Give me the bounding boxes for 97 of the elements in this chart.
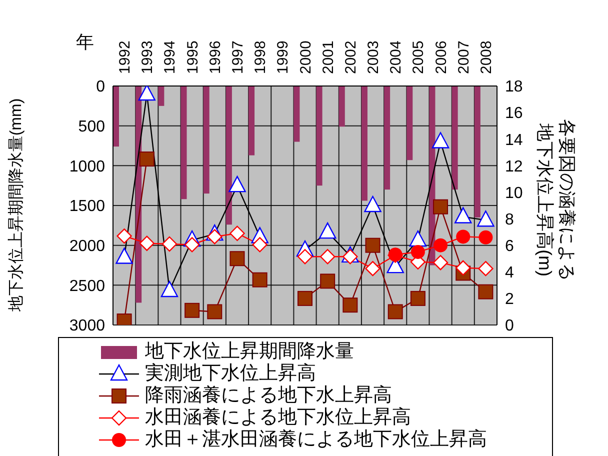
point bbox=[456, 260, 471, 276]
point bbox=[433, 199, 448, 214]
bar bbox=[384, 86, 390, 190]
point bbox=[342, 249, 358, 264]
y2-tick-label: 4 bbox=[505, 264, 514, 282]
x-tick-label: 1996 bbox=[206, 40, 224, 74]
y-tick-label: 500 bbox=[78, 118, 106, 136]
y2-tick-label: 12 bbox=[505, 158, 523, 176]
point bbox=[252, 272, 268, 288]
legend-label: 水田涵養による地下水位上昇高 bbox=[145, 407, 411, 429]
bar bbox=[226, 86, 232, 225]
x-tick-label: 2002 bbox=[342, 40, 360, 74]
point bbox=[162, 236, 178, 252]
point bbox=[320, 274, 336, 289]
y2-tick-label: 14 bbox=[505, 132, 523, 149]
point bbox=[116, 248, 133, 264]
point bbox=[365, 260, 380, 276]
point bbox=[184, 237, 200, 252]
point bbox=[364, 196, 382, 212]
point bbox=[138, 86, 156, 101]
point bbox=[432, 132, 450, 148]
point bbox=[478, 284, 494, 300]
bar bbox=[452, 86, 458, 190]
y2-tick-label: 6 bbox=[505, 238, 514, 256]
point bbox=[320, 249, 336, 264]
x-tick-label: 2003 bbox=[365, 40, 382, 74]
point bbox=[432, 254, 448, 270]
point bbox=[230, 226, 245, 241]
y-tick-label: 1000 bbox=[69, 158, 106, 176]
point bbox=[160, 280, 178, 298]
x-tick-label: 1992 bbox=[116, 40, 134, 74]
x-tick-label: 2006 bbox=[432, 40, 450, 74]
bar bbox=[203, 86, 210, 194]
point bbox=[456, 230, 470, 244]
point bbox=[454, 207, 472, 224]
x-tick-label: 1998 bbox=[252, 40, 270, 74]
point bbox=[477, 210, 494, 227]
y-axis-title: 地下水位上昇期間降水量(mm) bbox=[7, 97, 26, 314]
point bbox=[409, 230, 427, 247]
point bbox=[342, 298, 358, 313]
point bbox=[410, 290, 426, 306]
legend-label: 地下水位上昇期間降水量 bbox=[145, 341, 354, 363]
x-tick-label: 2005 bbox=[410, 40, 428, 74]
point bbox=[207, 229, 222, 244]
y2-tick-label: 10 bbox=[505, 184, 523, 202]
x-tick-label: 1993 bbox=[139, 40, 156, 74]
point bbox=[230, 251, 245, 266]
point bbox=[478, 260, 494, 276]
point bbox=[388, 304, 403, 320]
y-tick-label: 1500 bbox=[69, 198, 106, 216]
point bbox=[298, 290, 312, 306]
x-tick-label: 2001 bbox=[320, 40, 337, 74]
y2-axis-title: 各要因の涵養による地下水位上昇高(m) bbox=[534, 118, 578, 283]
bar bbox=[158, 86, 164, 106]
x-tick-label: 2008 bbox=[478, 40, 495, 74]
y-tick-label: 2000 bbox=[69, 238, 106, 256]
point bbox=[434, 238, 448, 252]
x-tick-label: 1997 bbox=[229, 40, 246, 74]
point bbox=[207, 304, 222, 320]
bar bbox=[316, 86, 322, 186]
point bbox=[139, 152, 154, 167]
x-tick-label: 2000 bbox=[297, 40, 314, 74]
y-tick-label: 0 bbox=[96, 78, 106, 96]
point bbox=[116, 228, 132, 244]
y-tick-label: 2500 bbox=[69, 278, 106, 295]
point bbox=[184, 302, 200, 318]
legend-label: 水田＋湛水田涵養による地下水位上昇高 bbox=[145, 429, 487, 451]
point bbox=[478, 230, 493, 244]
x-tick-label: 1994 bbox=[162, 40, 179, 74]
x-tick-label: 2007 bbox=[455, 40, 472, 74]
bar bbox=[294, 86, 300, 142]
point bbox=[318, 222, 336, 239]
bar bbox=[361, 86, 368, 201]
y2-tick-label: 18 bbox=[505, 78, 523, 96]
legend-label: 降雨涵養による地下水上昇高 bbox=[145, 385, 392, 407]
bar bbox=[338, 86, 345, 127]
y2-tick-label: 16 bbox=[505, 105, 523, 122]
bar bbox=[113, 86, 119, 147]
bar bbox=[406, 86, 413, 160]
point bbox=[252, 237, 268, 252]
point bbox=[228, 176, 246, 192]
x-tick-label: 1999 bbox=[274, 40, 292, 74]
bar bbox=[248, 86, 255, 156]
point bbox=[297, 249, 313, 264]
y2-tick-label: 8 bbox=[505, 211, 514, 228]
y2-tick-label: 2 bbox=[505, 291, 514, 308]
x-tick-label: 2004 bbox=[388, 40, 405, 74]
bar bbox=[474, 86, 480, 218]
x-tick-label: 1995 bbox=[184, 40, 202, 74]
point bbox=[410, 244, 425, 259]
legend-label: 実測地下水位上昇高 bbox=[145, 363, 316, 385]
point bbox=[365, 238, 380, 253]
y-tick-label: 3000 bbox=[69, 318, 106, 335]
x-axis-title: 年 bbox=[76, 31, 94, 54]
point bbox=[139, 236, 154, 251]
y2-tick-label: 0 bbox=[505, 318, 514, 335]
bar bbox=[180, 86, 187, 200]
